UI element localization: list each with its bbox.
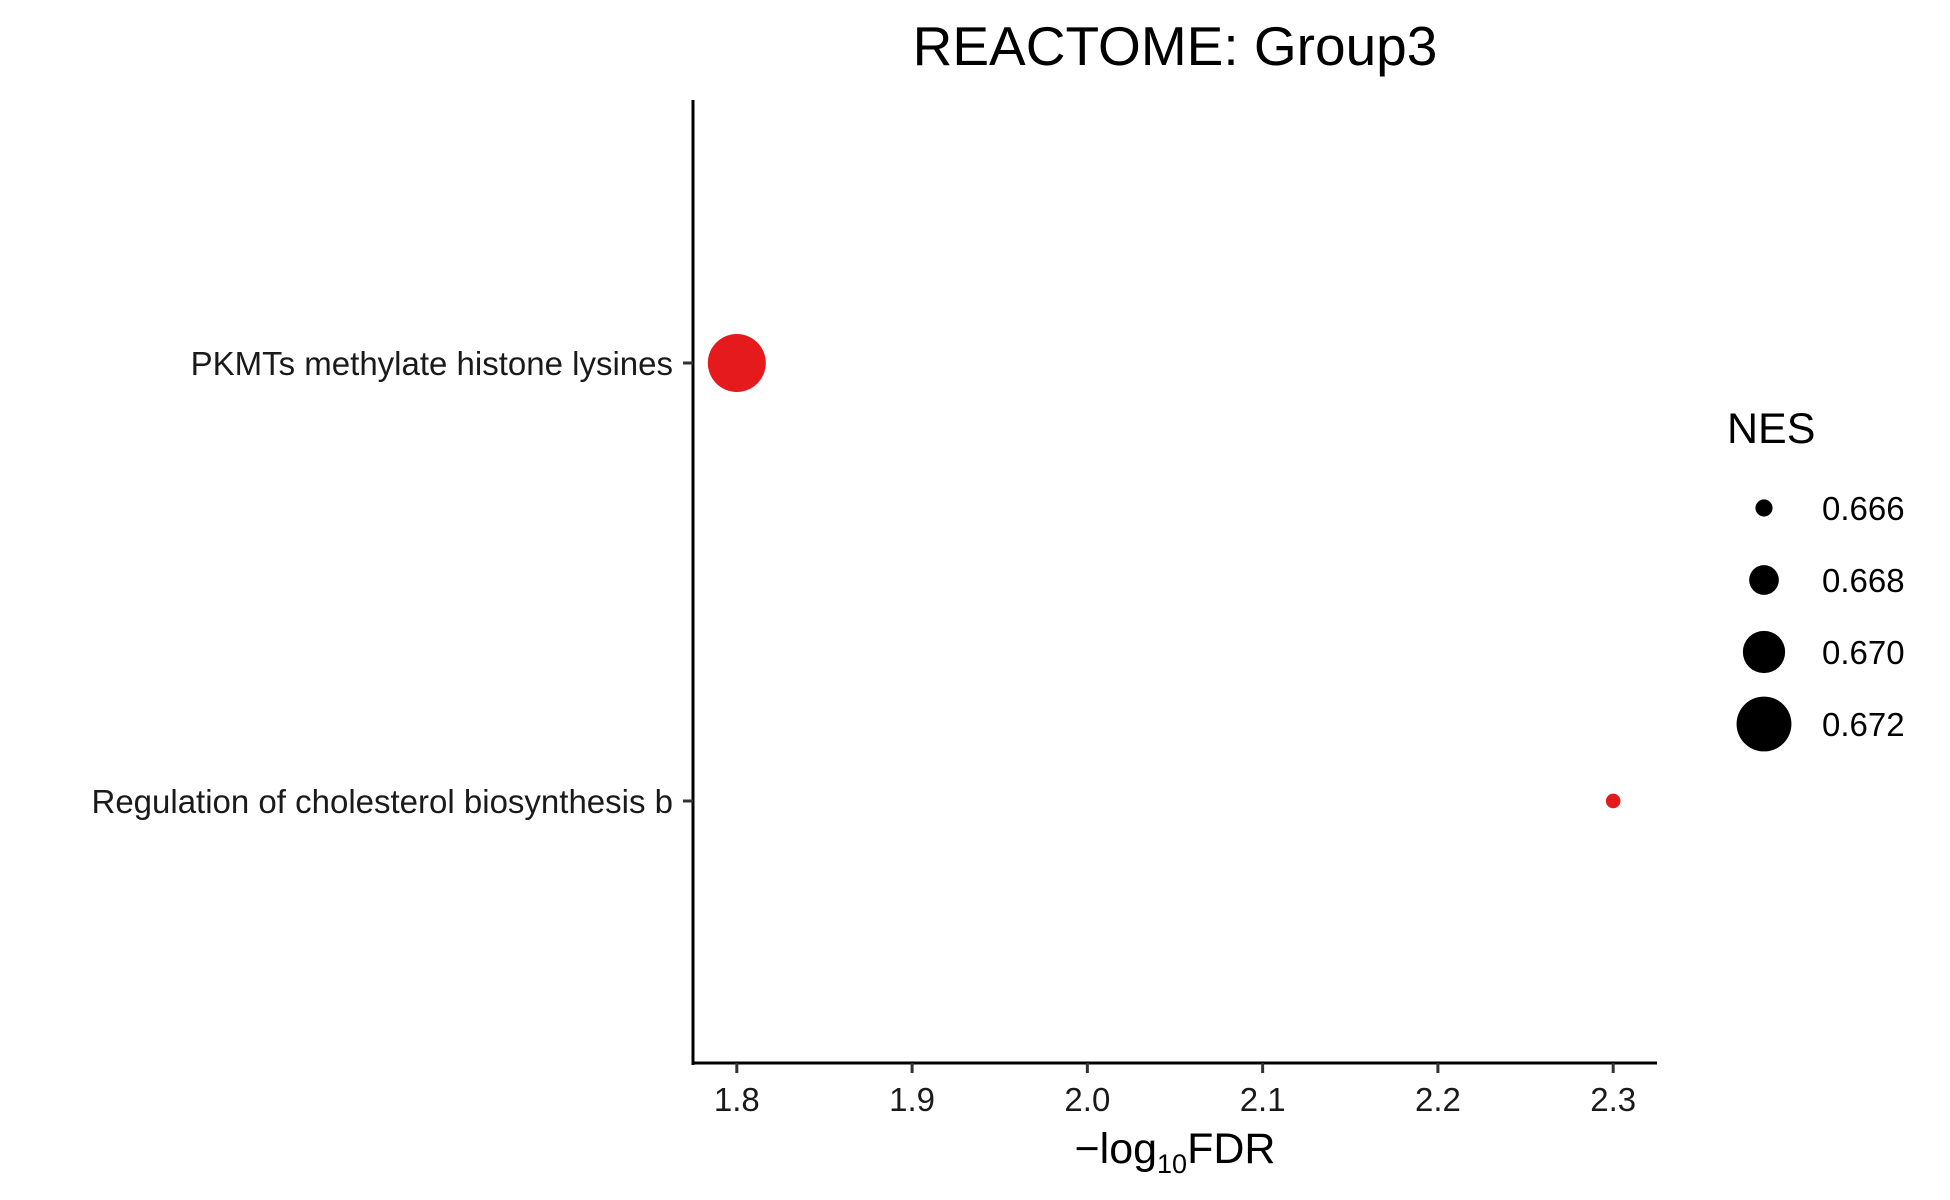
x-axis-label-prefix: −log (1075, 1125, 1158, 1173)
x-tick-label: 2.2 (1415, 1081, 1461, 1118)
x-tick-label: 1.9 (889, 1081, 935, 1118)
x-tick-label: 2.3 (1590, 1081, 1636, 1118)
legend-label: 0.672 (1822, 706, 1905, 743)
size-legend: NES 0.666 0.668 0.670 0.672 (1727, 405, 1905, 752)
legend-key (1742, 630, 1786, 674)
x-tick-label: 2.0 (1064, 1081, 1110, 1118)
chart-title: REACTOME: Group3 (913, 15, 1438, 77)
data-point (1605, 793, 1621, 809)
legend-title: NES (1727, 405, 1815, 453)
data-points (707, 334, 1621, 809)
legend-label: 0.668 (1822, 562, 1905, 599)
legend-label: 0.670 (1822, 634, 1905, 671)
x-axis: 1.8 1.9 2.0 2.1 2.2 2.3 (692, 1061, 1657, 1118)
y-tick-label: Regulation of cholesterol biosynthesis b (91, 783, 673, 820)
data-point (707, 334, 766, 392)
x-tick-label: 2.1 (1240, 1081, 1286, 1118)
x-axis-label: −log10FDR (1075, 1125, 1276, 1179)
y-tick-label: PKMTs methylate histone lysines (191, 345, 673, 382)
legend-key (1749, 565, 1779, 595)
legend-key (1755, 499, 1773, 517)
x-axis-label-suffix: FDR (1187, 1125, 1275, 1173)
y-axis: PKMTs methylate histone lysines Regulatio… (91, 100, 695, 1065)
x-tick-label: 1.8 (714, 1081, 760, 1118)
legend-label: 0.666 (1822, 490, 1905, 527)
x-axis-label-subscript: 10 (1157, 1149, 1187, 1179)
legend-key (1736, 696, 1792, 752)
